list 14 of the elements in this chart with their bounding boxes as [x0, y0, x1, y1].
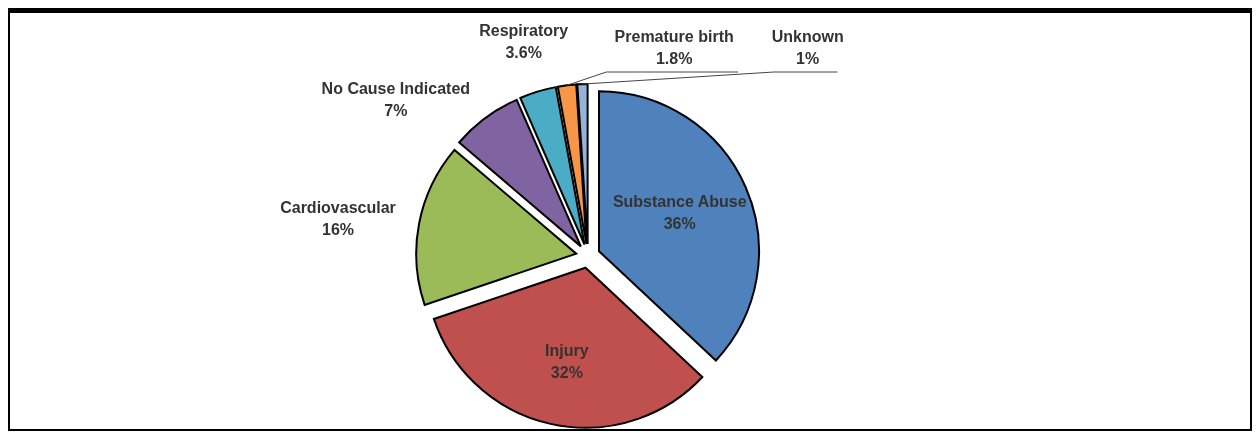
- data-label: 7%: [384, 102, 408, 120]
- data-label: 3.6%: [505, 44, 542, 61]
- slice-label: No Cause Indicated: [321, 80, 471, 98]
- slice-label: Injury: [545, 341, 589, 359]
- data-label: 1.8%: [655, 50, 693, 67]
- data-label: 36%: [663, 214, 696, 232]
- slice-label: Unknown: [771, 28, 844, 45]
- data-label: 1%: [796, 50, 820, 67]
- slice-label: Cardiovascular: [280, 199, 396, 217]
- slice-label: Premature birth: [614, 28, 734, 45]
- data-label: 32%: [550, 363, 583, 381]
- data-label: 16%: [321, 221, 355, 239]
- slice-label: Substance Abuse: [612, 192, 747, 210]
- slice-label: Respiratory: [479, 22, 569, 39]
